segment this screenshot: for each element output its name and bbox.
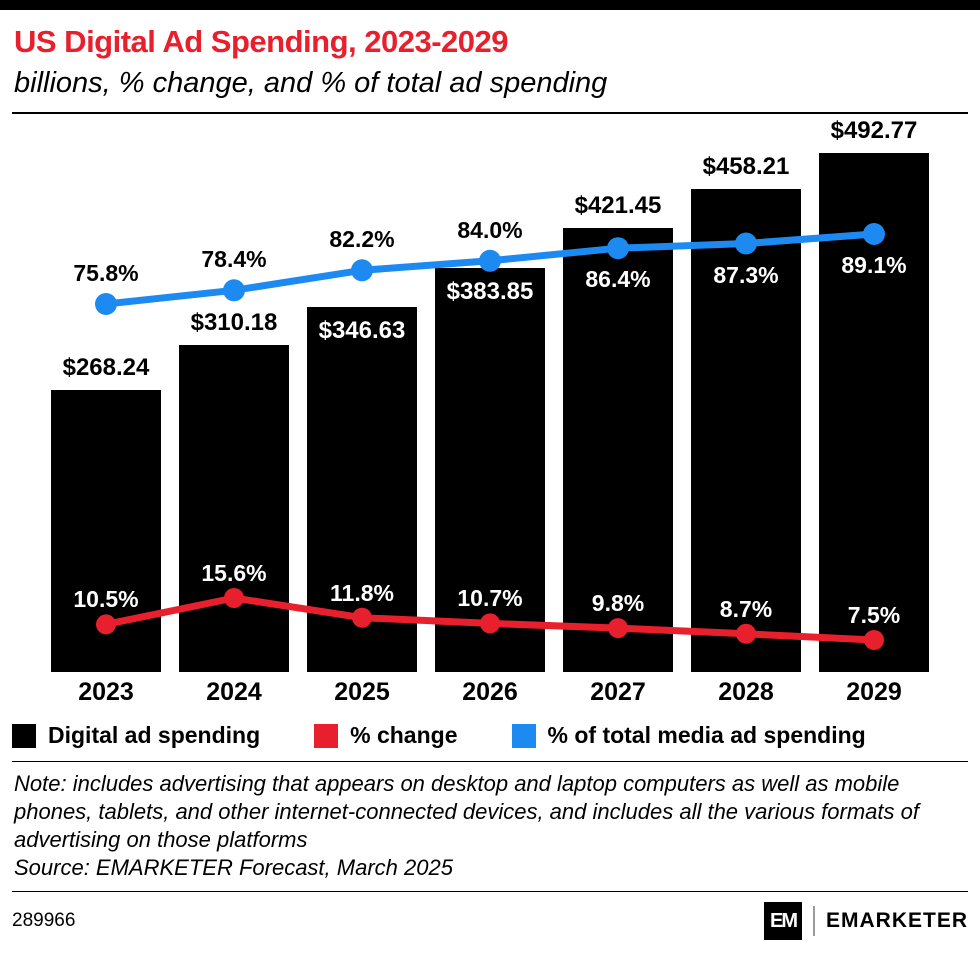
pct-of-total-label: 75.8% bbox=[73, 260, 139, 286]
bar-2027 bbox=[563, 228, 673, 672]
emarketer-logo-icon: EM bbox=[763, 902, 802, 940]
chart-header: US Digital Ad Spending, 2023-2029 billio… bbox=[12, 10, 968, 114]
line-point bbox=[863, 223, 885, 245]
line-point bbox=[608, 618, 628, 639]
pct-change-label: 10.7% bbox=[457, 585, 523, 612]
pct-change-label: 15.6% bbox=[201, 560, 267, 586]
x-axis-label-2026: 2026 bbox=[462, 678, 518, 706]
bar-value-label: $421.45 bbox=[574, 192, 662, 220]
bar-value-label: $383.85 bbox=[446, 277, 534, 305]
line-point bbox=[607, 237, 629, 260]
pct-of-total-label: 84.0% bbox=[457, 216, 523, 243]
bar-2024 bbox=[179, 345, 289, 672]
legend-swatch-icon bbox=[511, 723, 536, 748]
note-text: Note: includes advertising that appears … bbox=[14, 771, 919, 852]
x-axis-label-2025: 2025 bbox=[334, 678, 390, 706]
legend-label: % change bbox=[350, 722, 458, 748]
x-axis-label-2029: 2029 bbox=[846, 678, 902, 706]
line-point bbox=[479, 249, 501, 272]
legend-item: Digital ad spending bbox=[12, 722, 260, 749]
line-point bbox=[480, 613, 500, 634]
bar-2026 bbox=[435, 267, 545, 672]
x-axis-label-2023: 2023 bbox=[78, 678, 134, 706]
legend-swatch-icon bbox=[12, 723, 36, 748]
chart-title: US Digital Ad Spending, 2023-2029 bbox=[14, 24, 509, 59]
top-accent-bar bbox=[0, 0, 980, 10]
chart-subtitle: billions, % change, and % of total ad sp… bbox=[14, 67, 608, 99]
pct-change-label: 8.7% bbox=[719, 595, 773, 622]
legend-label: Digital ad spending bbox=[48, 722, 261, 748]
logo-letters: EM bbox=[769, 909, 798, 932]
legend-swatch-icon bbox=[314, 723, 339, 748]
bar-value-label: $268.24 bbox=[62, 353, 150, 381]
line-point bbox=[736, 623, 756, 644]
x-axis-label-2028: 2028 bbox=[718, 678, 774, 706]
pct-of-total-label: 89.1% bbox=[841, 252, 907, 278]
line-point bbox=[95, 293, 117, 315]
pct-of-total-label: 87.3% bbox=[713, 261, 779, 288]
line-series-svg bbox=[95, 223, 885, 650]
brand-lockup: EM EMARKETER bbox=[763, 902, 968, 940]
bar-value-label: $492.77 bbox=[830, 117, 918, 144]
pct-of-total-label: 86.4% bbox=[585, 266, 651, 293]
bar-2028 bbox=[691, 189, 801, 672]
bar-value-label: $310.18 bbox=[190, 309, 278, 337]
pct-change-label: 11.8% bbox=[330, 579, 394, 606]
legend-label: % of total media ad spending bbox=[547, 722, 866, 748]
legend-item: % of total media ad spending bbox=[511, 722, 866, 749]
chart-area: $268.24 $310.18 $346.63 $383.85 $421.45 $458.… bbox=[0, 114, 980, 672]
line-point bbox=[864, 630, 884, 650]
footnote-section: Note: includes advertising that appears … bbox=[12, 761, 968, 892]
brand-divider bbox=[812, 906, 815, 936]
x-axis: 2023 2024 2025 2026 2027 2028 2029 bbox=[0, 672, 980, 716]
pct-change-label: 10.5% bbox=[73, 586, 139, 613]
pct-change-label: 7.5% bbox=[847, 602, 901, 628]
x-axis-label-2027: 2027 bbox=[590, 678, 646, 706]
brand-name: EMARKETER bbox=[825, 909, 968, 932]
pct-of-total-label: 78.4% bbox=[201, 246, 267, 273]
x-axis-label-2024: 2024 bbox=[206, 678, 262, 706]
bar-value-label: $458.21 bbox=[702, 153, 790, 181]
pct-change-label: 9.8% bbox=[591, 590, 645, 617]
line-point bbox=[352, 607, 372, 628]
pct-of-total-label: 82.2% bbox=[329, 226, 395, 253]
line-point bbox=[735, 232, 757, 255]
line-point bbox=[224, 588, 244, 608]
line-point bbox=[96, 614, 116, 635]
source-text: Source: EMARKETER Forecast, March 2025 bbox=[14, 855, 453, 880]
legend: Digital ad spending % change % of total me… bbox=[12, 722, 968, 749]
footer: 289966 EM EMARKETER bbox=[12, 902, 968, 940]
bar-value-label: $346.63 bbox=[318, 316, 406, 344]
line-point bbox=[223, 279, 245, 302]
chart-id: 289966 bbox=[12, 910, 76, 931]
line-point bbox=[351, 259, 373, 282]
legend-item: % change bbox=[314, 722, 458, 749]
